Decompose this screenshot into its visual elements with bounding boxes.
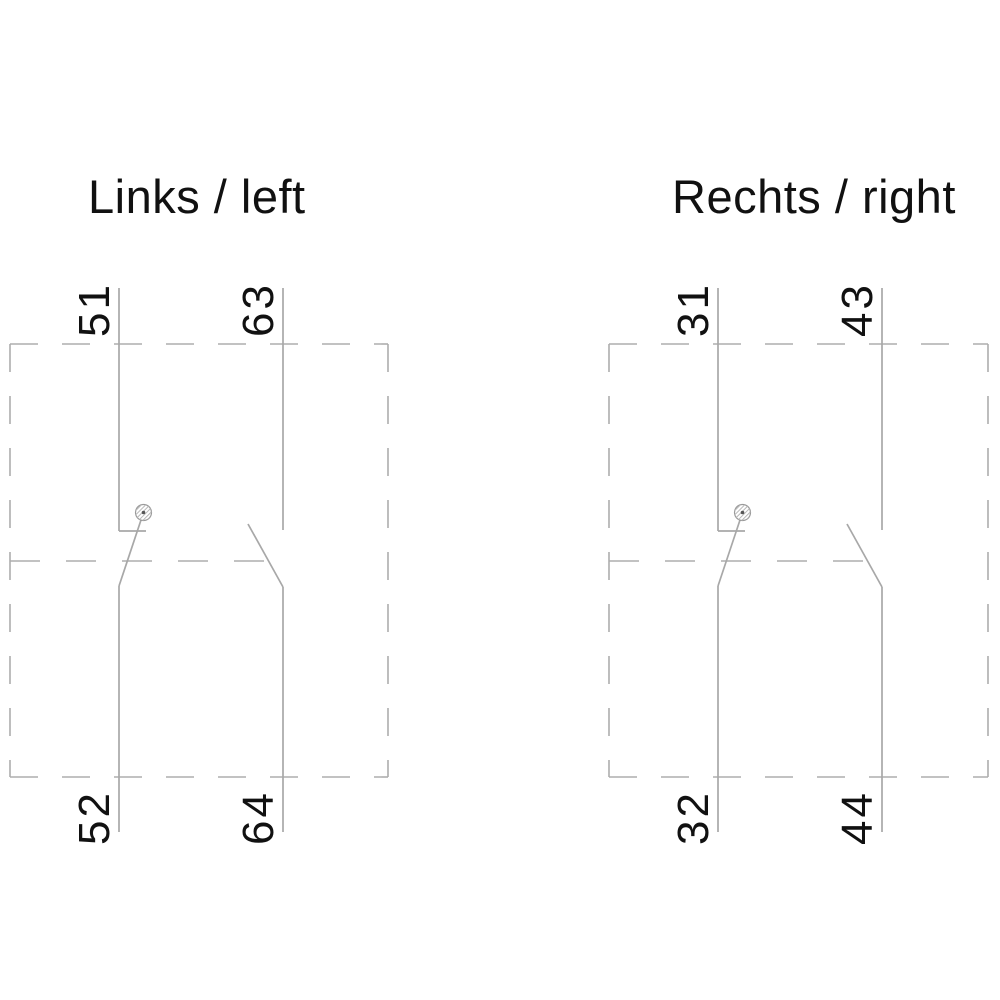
plunger-pivot-dot: [141, 510, 146, 515]
no-contact-symbol: [846, 288, 883, 832]
terminal-label-top-no: 43: [833, 282, 882, 337]
terminal-label-bottom-no: 44: [833, 790, 882, 845]
nc-moving-blade: [717, 513, 743, 587]
no-contact-symbol: [247, 288, 284, 832]
terminal-label-bottom-nc: 52: [70, 790, 119, 845]
terminal-label-top-no: 63: [234, 282, 283, 337]
diagram-left-title: Links / left: [88, 170, 306, 223]
diagram-left: Links / left: [9, 170, 389, 845]
no-moving-blade: [247, 523, 284, 588]
nc-contact-symbol: [717, 288, 752, 832]
diagram-right-title: Rechts / right: [672, 170, 956, 223]
diagram-right: Rechts / right: [608, 170, 989, 845]
no-moving-blade: [846, 523, 883, 588]
terminal-label-top-nc: 51: [70, 282, 119, 337]
nc-contact-symbol: [118, 288, 153, 832]
terminal-label-top-nc: 31: [669, 282, 718, 337]
nc-moving-blade: [118, 513, 144, 587]
terminal-label-bottom-nc: 32: [669, 790, 718, 845]
terminal-label-bottom-no: 64: [234, 790, 283, 845]
plunger-pivot-dot: [740, 510, 745, 515]
